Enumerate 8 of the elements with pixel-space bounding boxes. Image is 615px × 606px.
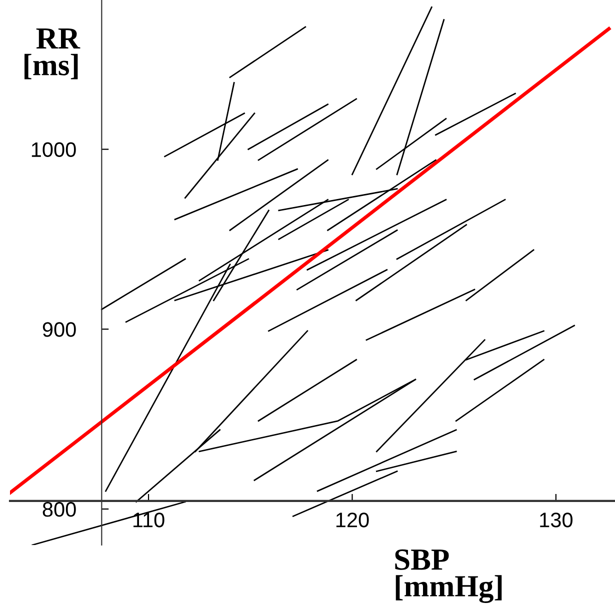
x-tick-label: 110: [133, 512, 164, 528]
y-tick-label: 1000: [32, 142, 76, 158]
y-tick-label: 900: [42, 322, 76, 337]
x-tick-label: 120: [336, 512, 369, 528]
y-axis-title: RR [ms]: [24, 28, 80, 80]
y-tick-label: 800: [42, 502, 76, 517]
x-tick-label: 130: [540, 512, 572, 528]
x-axis-title: SBP [mmHg]: [395, 549, 502, 604]
